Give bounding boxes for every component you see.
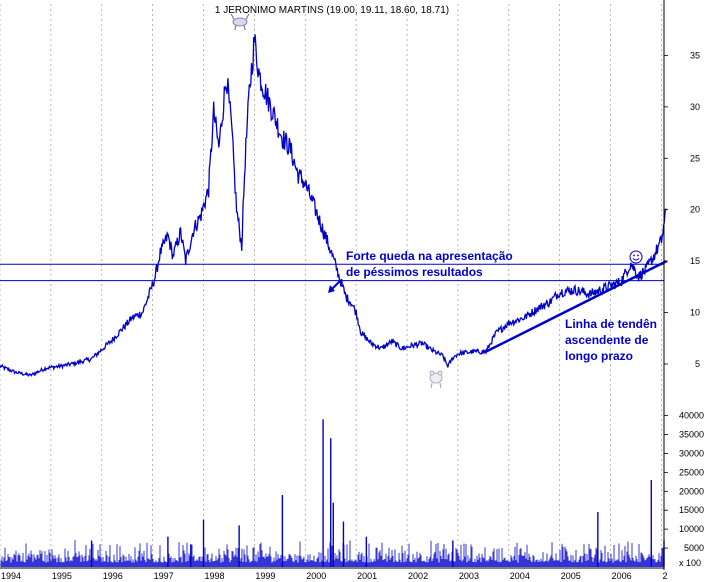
x-tick-label: 1999 [255, 571, 275, 581]
volume-tick-label: 5000 [684, 543, 704, 553]
volume-tick-label: 30000 [679, 448, 704, 458]
x-tick-label: 2000 [306, 571, 326, 581]
x-tick-label: 1998 [205, 571, 225, 581]
price-tick-label: 20 [690, 205, 700, 215]
drop-annotation: Forte queda na apresentação de péssimos … [328, 249, 513, 293]
price-tick-label: 15 [690, 256, 700, 266]
trend-annotation-line-2: ascendente de [565, 333, 649, 347]
price-tick-label: 30 [690, 102, 700, 112]
price-tick-label: 5 [695, 359, 700, 369]
volume-tick-label: 35000 [679, 430, 704, 440]
volume-tick-label: 15000 [679, 505, 704, 515]
trend-annotation: Linha de tendên ascendente de longo praz… [565, 317, 657, 363]
x-tick-label: 2003 [459, 571, 479, 581]
x-tick-label: 1994 [1, 571, 21, 581]
trend-annotation-line-3: longo prazo [565, 349, 633, 363]
smiley-icon [629, 250, 643, 264]
x-tick-label: 2001 [357, 571, 377, 581]
x-tick-label: 2004 [510, 571, 530, 581]
trendline [485, 260, 668, 353]
price-tick-label: 10 [690, 308, 700, 318]
chart-title: 1 JERONIMO MARTINS (19.00, 19.11, 18.60,… [215, 5, 449, 16]
volume-bars [0, 419, 665, 567]
drop-annotation-line-2: de péssimos resultados [346, 265, 483, 279]
price-line [0, 34, 667, 377]
x-tick-label: 1996 [103, 571, 123, 581]
bear-icon [429, 370, 443, 389]
x-tick-label: 2 [662, 571, 667, 581]
price-tick-label: 35 [690, 50, 700, 60]
bull-icon [230, 13, 250, 31]
x-tick-label: 2002 [408, 571, 428, 581]
price-series [0, 34, 668, 377]
volume-tick-label: 20000 [679, 486, 704, 496]
drop-annotation-line-1: Forte queda na apresentação [346, 249, 513, 263]
horizontal-lines [0, 263, 664, 282]
drop-arrowhead-icon [328, 285, 335, 293]
x-tick-label: 1995 [52, 571, 72, 581]
x-tick-label: 1997 [154, 571, 174, 581]
price-tick-label: 25 [690, 153, 700, 163]
x-tick-label: 2006 [612, 571, 632, 581]
volume-tick-label: 40000 [679, 411, 704, 421]
trend-annotation-line-1: Linha de tendên [565, 317, 657, 331]
volume-scale-label: x 100 [679, 558, 701, 568]
volume-tick-label: 25000 [679, 467, 704, 477]
x-tick-label: 2005 [561, 571, 581, 581]
volume-tick-label: 10000 [679, 524, 704, 534]
